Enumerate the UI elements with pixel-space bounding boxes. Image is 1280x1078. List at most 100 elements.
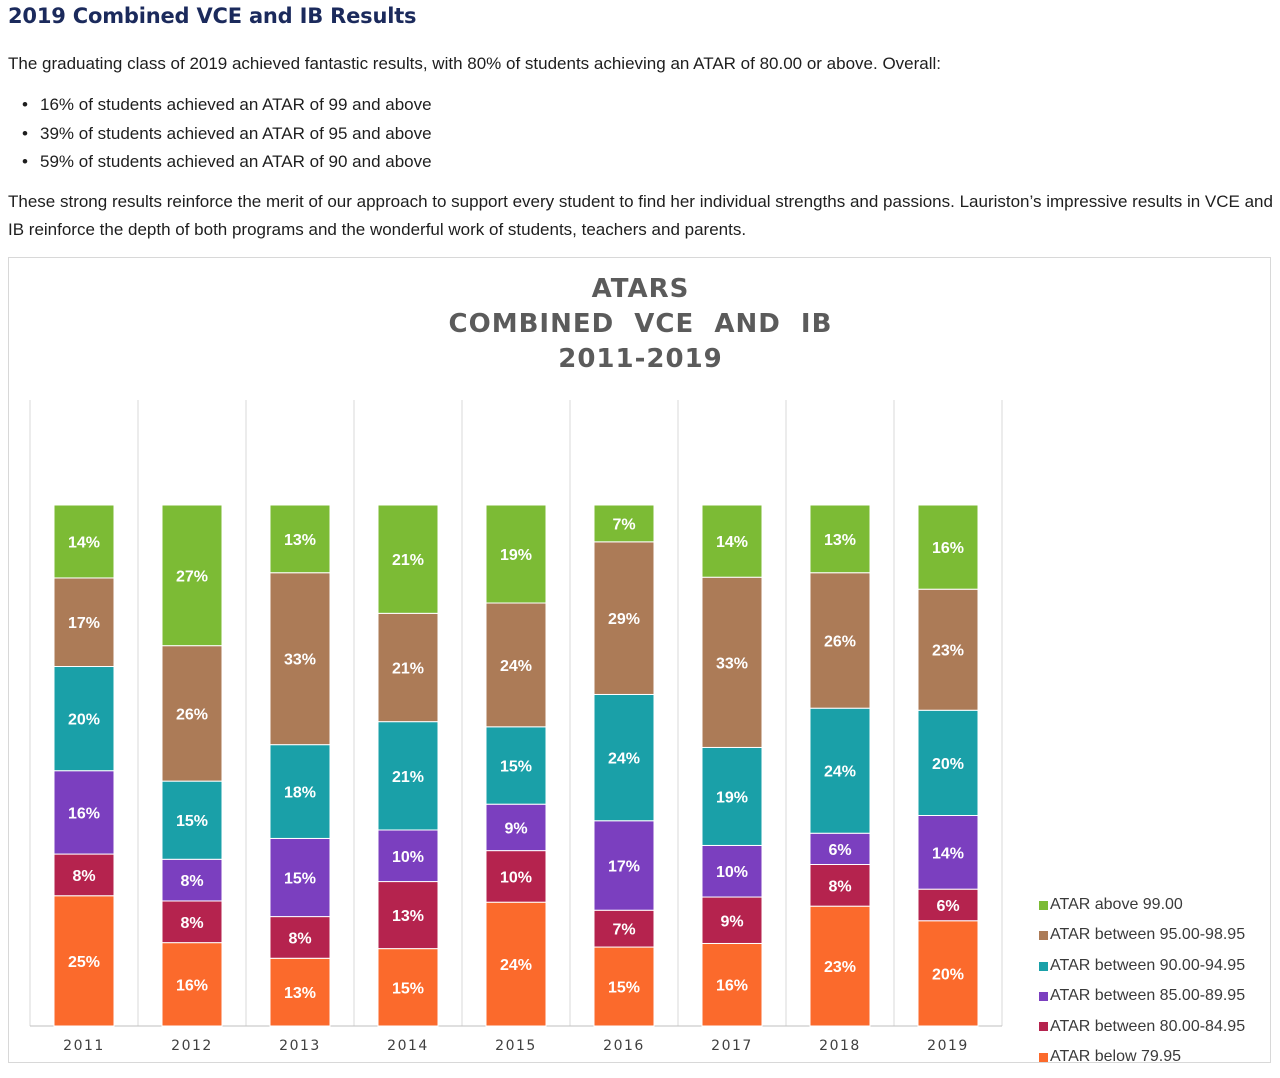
legend-label: ATAR between 95.00-98.95 — [1050, 926, 1246, 944]
data-label: 17% — [608, 858, 640, 875]
data-label: 29% — [608, 611, 640, 628]
data-label: 24% — [500, 658, 532, 675]
bar-segment — [53, 666, 115, 772]
bar-segment — [161, 504, 223, 647]
x-tick-label: 2012 — [171, 1038, 213, 1054]
bar-segment — [485, 850, 547, 903]
bar-segment — [485, 901, 547, 1027]
legend-item: ATAR between 80.00-84.95 — [1039, 1012, 1245, 1042]
bar-segment — [377, 829, 439, 883]
chart-title-line: COMBINED VCE AND IB — [448, 309, 833, 339]
bar-segment — [809, 905, 871, 1027]
data-label: 16% — [932, 540, 964, 557]
data-label: 8% — [180, 915, 203, 932]
data-label: 26% — [824, 633, 856, 650]
legend-item: ATAR below 79.95 — [1039, 1042, 1245, 1072]
bar-segment — [701, 844, 763, 898]
bar-segment — [809, 504, 871, 574]
x-tick-label: 2013 — [279, 1038, 321, 1054]
chart-title-line: 2011-2019 — [558, 344, 723, 374]
data-label: 9% — [720, 913, 743, 930]
legend-label: ATAR between 90.00-94.95 — [1050, 956, 1246, 974]
data-label: 24% — [500, 957, 532, 974]
data-label: 15% — [284, 871, 316, 888]
x-tick-label: 2015 — [495, 1038, 537, 1054]
bar-segment — [593, 820, 655, 911]
bar-segment — [53, 504, 115, 579]
data-label: 24% — [608, 751, 640, 768]
data-label: 14% — [932, 845, 964, 862]
data-label: 8% — [828, 878, 851, 895]
data-label: 21% — [392, 769, 424, 786]
bar-segment — [269, 837, 331, 918]
page-heading: 2019 Combined VCE and IB Results — [8, 4, 417, 28]
x-tick-label: 2016 — [603, 1038, 645, 1054]
data-label: 26% — [176, 706, 208, 723]
chart-title-line: ATARS — [591, 274, 690, 304]
data-label: 16% — [716, 978, 748, 995]
legend-label: ATAR between 80.00-84.95 — [1050, 1017, 1246, 1035]
data-label: 20% — [932, 756, 964, 773]
bar-segment — [917, 920, 979, 1027]
bullet-item: 39% of students achieved an ATAR of 95 a… — [22, 120, 432, 149]
data-label: 19% — [500, 547, 532, 564]
bar-segment — [701, 504, 763, 578]
bar-segment — [485, 504, 547, 604]
bar-segment — [161, 942, 223, 1027]
bar-segment — [377, 948, 439, 1027]
data-label: 23% — [932, 643, 964, 660]
intro-paragraph: The graduating class of 2019 achieved fa… — [8, 54, 942, 73]
legend-item: ATAR above 99.00 — [1039, 890, 1245, 920]
bar-segment — [809, 572, 871, 709]
legend-label: ATAR above 99.00 — [1050, 896, 1183, 913]
bar-segment — [593, 946, 655, 1027]
bar-segment — [161, 780, 223, 860]
data-label: 10% — [716, 864, 748, 881]
bar-segment — [593, 693, 655, 822]
bar-segment — [161, 645, 223, 782]
bar-segment — [161, 858, 223, 902]
bar-segment — [161, 900, 223, 944]
data-label: 25% — [68, 954, 100, 971]
bar-segment — [917, 588, 979, 711]
bar-segment — [701, 576, 763, 748]
legend-swatch — [1039, 900, 1048, 910]
legend-swatch — [1039, 961, 1048, 971]
data-label: 27% — [176, 568, 208, 585]
data-label: 21% — [392, 552, 424, 569]
data-label: 15% — [392, 980, 424, 997]
data-label: 17% — [68, 615, 100, 632]
bar-segment — [917, 814, 979, 890]
data-label: 20% — [932, 966, 964, 983]
data-label: 23% — [824, 959, 856, 976]
data-label: 10% — [392, 849, 424, 866]
bar-segment — [809, 832, 871, 865]
bar-segment — [377, 504, 439, 614]
bar-segment — [269, 744, 331, 839]
x-tick-label: 2019 — [927, 1038, 969, 1054]
bar-segment — [701, 746, 763, 846]
legend-label: ATAR below 79.95 — [1050, 1048, 1182, 1066]
data-label: 24% — [824, 764, 856, 781]
data-label: 16% — [68, 805, 100, 822]
bar-segment — [53, 770, 115, 855]
data-label: 20% — [68, 712, 100, 729]
data-label: 6% — [936, 898, 959, 915]
data-label: 16% — [176, 977, 208, 994]
legend-swatch — [1039, 991, 1048, 1001]
data-label: 8% — [72, 868, 95, 885]
stacked-bar-chart: 25% 8% 16% 20% 17% 14% 2011 16% 8% 8% 15% 26% 27% 201… — [29, 400, 1003, 1054]
bar-segment — [377, 721, 439, 831]
data-label: 14% — [716, 534, 748, 551]
data-label: 13% — [392, 908, 424, 925]
bar-segment — [53, 853, 115, 897]
legend-item: ATAR between 85.00-89.95 — [1039, 981, 1245, 1011]
data-label: 8% — [288, 930, 311, 947]
data-label: 15% — [608, 980, 640, 997]
data-label: 7% — [612, 922, 635, 939]
legend-label: ATAR between 85.00-89.95 — [1050, 987, 1246, 1005]
data-label: 15% — [176, 813, 208, 830]
data-label: 21% — [392, 660, 424, 677]
bar-segment — [485, 726, 547, 805]
bar-segment — [377, 612, 439, 723]
